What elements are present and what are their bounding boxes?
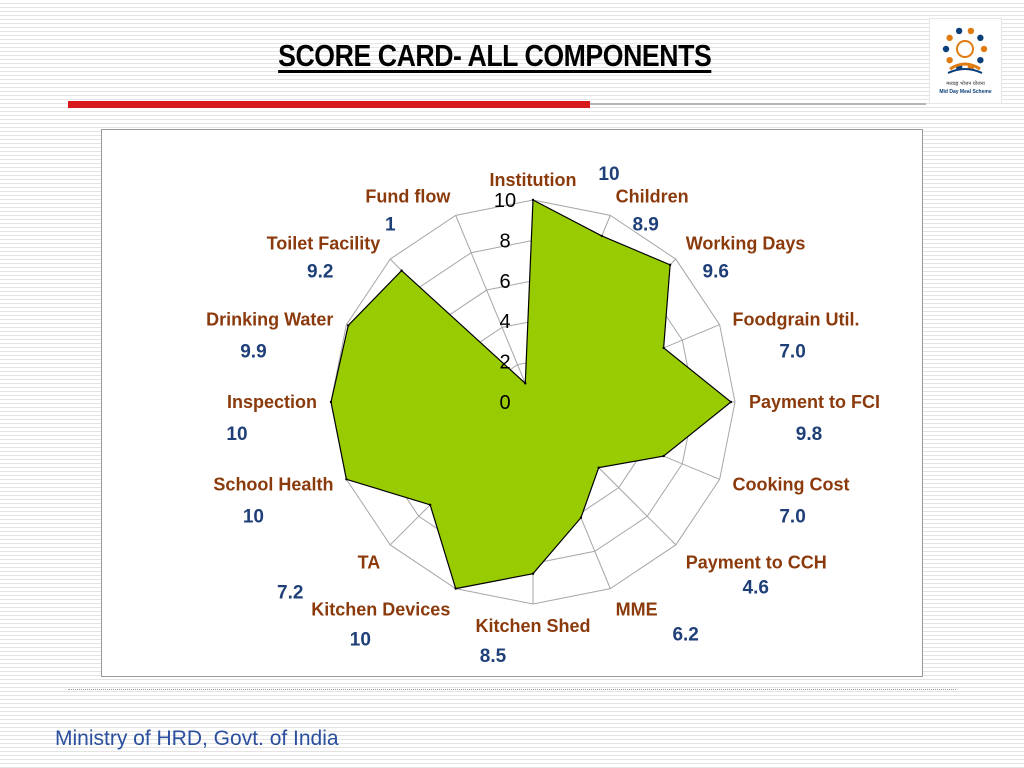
- category-label: Kitchen Devices: [311, 600, 450, 620]
- radar-point: [579, 516, 583, 519]
- value-label: 10: [226, 424, 247, 445]
- radar-tick-label: 10: [494, 190, 516, 212]
- category-label: Drinking Water: [206, 309, 333, 329]
- value-label: 9.6: [703, 261, 729, 282]
- radar-point: [428, 503, 432, 507]
- radar-point: [662, 346, 665, 350]
- radar-point: [531, 198, 535, 202]
- radar-point: [600, 234, 603, 238]
- category-label: Institution: [490, 170, 577, 190]
- logo-figure-icon: [946, 34, 953, 42]
- category-label: Working Days: [686, 233, 806, 253]
- value-label: 7.0: [779, 341, 805, 362]
- radar-point: [329, 400, 333, 404]
- mid-day-meal-logo-icon: [942, 27, 988, 74]
- radar-point: [597, 466, 600, 469]
- logo-figure-icon: [977, 34, 984, 42]
- logo-figure-icon: [942, 45, 950, 53]
- page-title: SCORE CARD- ALL COMPONENTS: [278, 38, 712, 73]
- value-label: 6.2: [672, 625, 698, 646]
- logo-caption-english: Mid Day Meal Scheme: [939, 89, 992, 95]
- value-label: 10: [243, 507, 264, 528]
- logo-figure-icon: [980, 45, 988, 53]
- value-label: 8.9: [632, 214, 658, 235]
- footer-divider: [68, 689, 956, 690]
- category-label: MME: [616, 600, 658, 620]
- logo-caption-hindi: मध्याह्न भोजन योजना: [946, 81, 985, 87]
- footer-text: Ministry of HRD, Govt. of India: [55, 727, 339, 750]
- radar-tick-label: 4: [499, 311, 510, 333]
- category-label: Foodgrain Util.: [733, 309, 860, 329]
- title-divider-rule: [590, 103, 926, 105]
- value-label: 4.6: [743, 578, 769, 599]
- category-label: Payment to CCH: [686, 553, 827, 573]
- category-label: Payment to FCI: [749, 392, 880, 412]
- category-label: Fund flow: [365, 186, 451, 206]
- value-label: 10: [598, 164, 619, 185]
- radar-tick-labels: 0 2 4 6 8 10: [494, 190, 516, 414]
- radar-point: [345, 478, 348, 481]
- radar-point: [662, 454, 665, 458]
- grid-spoke: [455, 215, 534, 403]
- value-label: 9.8: [796, 424, 822, 445]
- logo-figure-icon: [946, 56, 953, 64]
- title-accent-rule: [68, 101, 590, 108]
- radar-point: [668, 263, 672, 267]
- value-label: 7.0: [779, 507, 805, 528]
- category-label: Cooking Cost: [733, 475, 850, 495]
- category-label: Inspection: [227, 392, 317, 412]
- value-label: 9.2: [307, 261, 333, 282]
- radar-category-labels: Institution Children Working Days Foodgrain…: [206, 170, 880, 636]
- category-label: School Health: [213, 475, 333, 495]
- logo-figure-icon: [955, 27, 963, 35]
- mid-day-meal-logo: मध्याह्न भोजन योजना Mid Day Meal Scheme: [929, 18, 1002, 104]
- radar-point: [347, 324, 350, 327]
- value-label: 9.9: [240, 341, 266, 362]
- radar-point: [400, 269, 403, 272]
- radar-point: [524, 382, 527, 385]
- radar-point: [729, 400, 733, 404]
- radar-tick-label: 8: [499, 230, 510, 252]
- radar-series: [329, 198, 733, 590]
- value-label: 8.5: [480, 646, 507, 667]
- value-label: 7.2: [277, 583, 303, 604]
- category-label: TA: [358, 553, 381, 573]
- category-label: Kitchen Shed: [475, 616, 590, 636]
- value-label: 10: [350, 630, 371, 651]
- value-label: 1: [385, 214, 396, 235]
- category-label: Children: [616, 186, 689, 206]
- radar-value-labels: 108.99.67.09.87.04.66.28.5107.210109.99.…: [226, 164, 822, 667]
- radar-tick-label: 2: [499, 352, 510, 374]
- category-label: Toilet Facility: [267, 233, 381, 253]
- logo-figure-icon: [977, 56, 984, 64]
- logo-figure-icon: [967, 27, 975, 35]
- radar-tick-label: 6: [499, 271, 510, 293]
- radar-point: [454, 587, 457, 590]
- radar-point: [531, 572, 535, 575]
- radar-tick-label: 0: [499, 392, 510, 414]
